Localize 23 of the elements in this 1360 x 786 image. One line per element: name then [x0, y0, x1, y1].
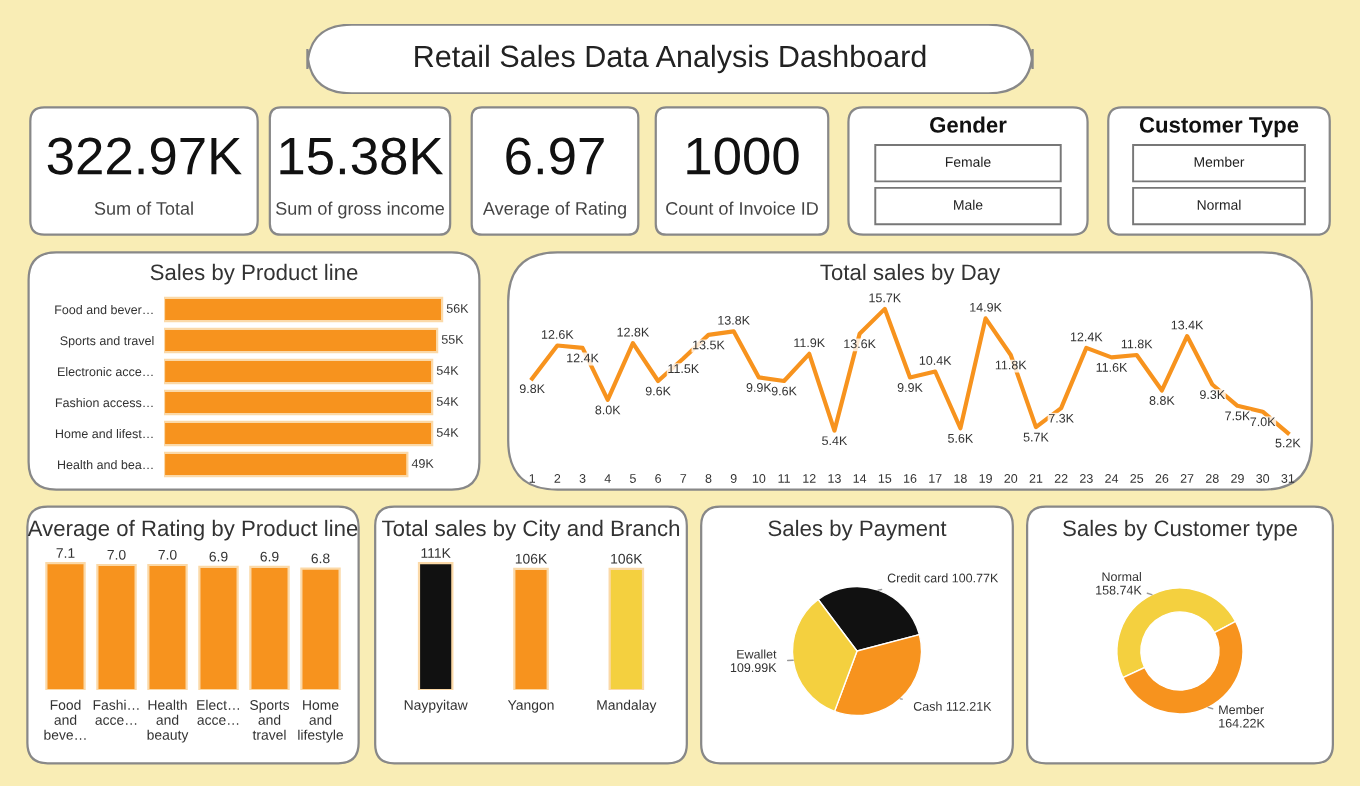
bar — [164, 420, 434, 447]
bar — [164, 389, 434, 416]
text: 15.38K — [280, 137, 444, 175]
text: Customer Type — [1139, 117, 1299, 138]
chart-title: Total sales by City and Branch — [382, 519, 680, 541]
text: Retail Sales Data Analysis Dashboard — [415, 44, 926, 74]
chart-title: Total sales by Day — [820, 263, 1001, 285]
text: 1000 — [687, 137, 799, 175]
text: 322.97K — [47, 137, 242, 175]
text: Sum of gross income — [276, 201, 444, 219]
bar — [164, 296, 444, 323]
bar — [164, 358, 434, 385]
chart-title: Sales by Product line — [150, 263, 358, 285]
bar — [164, 451, 409, 478]
text: Average of Rating — [482, 201, 626, 219]
chart-title: Average of Rating by Product line — [27, 519, 358, 541]
text: 6.97 — [506, 137, 604, 175]
text: Sum of Total — [94, 201, 193, 215]
chart-title: Sales by Customer type — [1063, 519, 1297, 541]
bar — [164, 327, 439, 354]
text: Gender — [930, 116, 1007, 133]
text: Count of Invoice ID — [666, 201, 818, 215]
chart-title: Sales by Payment — [768, 519, 947, 541]
